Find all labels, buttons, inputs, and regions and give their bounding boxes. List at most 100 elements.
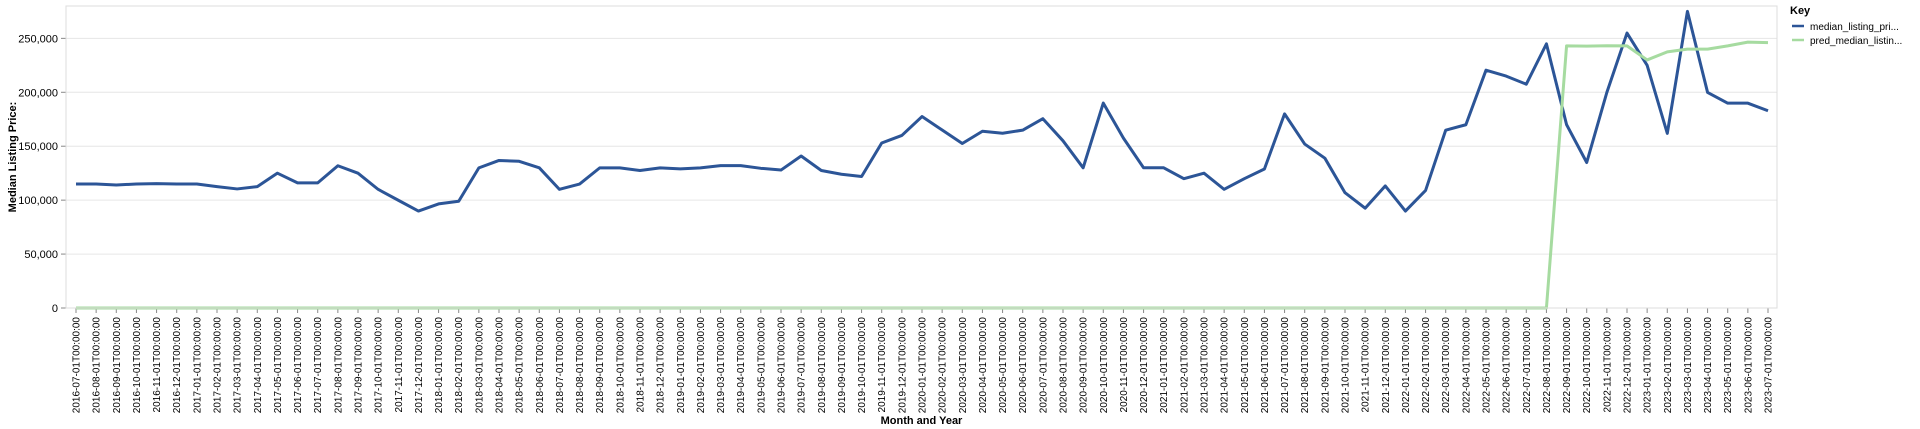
x-tick-label: 2019-12-01T00:00:00 [897, 317, 908, 414]
x-axis-label: Month and Year [881, 415, 963, 427]
x-tick-label: 2020-12-01T00:00:00 [1139, 317, 1150, 414]
y-axis-label: Median Listing Price: [7, 102, 19, 213]
x-tick-label: 2021-08-01T00:00:00 [1300, 317, 1311, 414]
x-tick-label: 2021-05-01T00:00:00 [1240, 317, 1251, 414]
x-tick-label: 2019-04-01T00:00:00 [736, 317, 747, 414]
x-tick-label: 2018-09-01T00:00:00 [595, 317, 606, 414]
x-tick-label: 2019-10-01T00:00:00 [857, 317, 868, 414]
y-tick-label: 50,000 [24, 249, 58, 261]
x-tick-label: 2022-08-01T00:00:00 [1542, 317, 1553, 414]
x-tick-label: 2018-01-01T00:00:00 [434, 317, 445, 414]
x-tick-label: 2021-11-01T00:00:00 [1361, 317, 1372, 413]
x-tick-label: 2017-01-01T00:00:00 [192, 317, 203, 414]
x-tick-label: 2016-08-01T00:00:00 [92, 317, 103, 414]
x-tick-label: 2021-12-01T00:00:00 [1381, 317, 1392, 414]
x-tick-label: 2023-03-01T00:00:00 [1683, 317, 1694, 414]
x-tick-label: 2018-08-01T00:00:00 [575, 317, 586, 414]
x-tick-label: 2023-06-01T00:00:00 [1743, 317, 1754, 414]
x-tick-label: 2018-10-01T00:00:00 [615, 317, 626, 414]
x-tick-label: 2019-11-01T00:00:00 [877, 317, 888, 413]
x-tick-label: 2016-10-01T00:00:00 [132, 317, 143, 414]
x-tick-label: 2019-03-01T00:00:00 [716, 317, 727, 414]
x-tick-label: 2023-02-01T00:00:00 [1663, 317, 1674, 414]
x-tick-label: 2022-04-01T00:00:00 [1461, 317, 1472, 414]
plot-frame [65, 5, 1778, 309]
x-tick-label: 2017-07-01T00:00:00 [313, 317, 324, 414]
x-axis: 2016-07-01T00:00:00 2016-08-01T00:00:00 20… [66, 307, 1777, 414]
x-tick-label: 2023-05-01T00:00:00 [1723, 317, 1734, 414]
x-tick-label: 2020-04-01T00:00:00 [978, 317, 989, 414]
x-tick-label: 2017-04-01T00:00:00 [253, 317, 264, 414]
x-tick-label: 2018-05-01T00:00:00 [515, 317, 526, 414]
grid-lines [66, 37, 1777, 309]
x-tick-label: 2019-01-01T00:00:00 [676, 317, 687, 414]
x-tick-label: 2020-09-01T00:00:00 [1079, 317, 1090, 414]
x-tick-label: 2017-06-01T00:00:00 [293, 317, 304, 414]
x-tick-label: 2020-10-01T00:00:00 [1099, 317, 1110, 414]
x-tick-label: 2017-05-01T00:00:00 [273, 317, 284, 414]
x-tick-label: 2017-03-01T00:00:00 [233, 317, 244, 414]
x-tick-label: 2017-10-01T00:00:00 [374, 317, 385, 414]
x-tick-label: 2022-09-01T00:00:00 [1562, 317, 1573, 414]
x-tick-label: 2021-04-01T00:00:00 [1220, 317, 1231, 414]
x-tick-label: 2019-09-01T00:00:00 [837, 317, 848, 414]
x-tick-label: 2022-05-01T00:00:00 [1482, 317, 1493, 414]
x-tick-label: 2020-06-01T00:00:00 [1018, 317, 1029, 414]
x-tick-label: 2021-07-01T00:00:00 [1280, 317, 1291, 414]
x-tick-label: 2019-08-01T00:00:00 [817, 317, 828, 414]
x-tick-label: 2022-03-01T00:00:00 [1441, 317, 1452, 414]
series-lines [76, 9, 1769, 310]
x-tick-label: 2020-11-01T00:00:00 [1119, 317, 1130, 413]
x-tick-label: 2016-07-01T00:00:00 [72, 317, 83, 414]
x-tick-label: 2019-02-01T00:00:00 [696, 317, 707, 414]
x-tick-label: 2018-02-01T00:00:00 [454, 317, 465, 414]
y-tick-label: 0 [52, 303, 58, 315]
x-tick-label: 2016-12-01T00:00:00 [172, 317, 183, 414]
y-tick-label: 150,000 [18, 141, 58, 153]
x-tick-label: 2022-01-01T00:00:00 [1401, 317, 1412, 414]
x-tick-label: 2021-02-01T00:00:00 [1179, 317, 1190, 414]
x-tick-label: 2020-07-01T00:00:00 [1038, 317, 1049, 414]
y-tick-label: 200,000 [18, 87, 58, 99]
legend-title: Key [1790, 5, 1811, 17]
x-tick-label: 2018-07-01T00:00:00 [555, 317, 566, 414]
x-tick-label: 2018-04-01T00:00:00 [495, 317, 506, 414]
x-tick-label: 2020-02-01T00:00:00 [938, 317, 949, 414]
x-tick-label: 2017-08-01T00:00:00 [333, 317, 344, 414]
y-tick-label: 100,000 [18, 195, 58, 207]
x-tick-label: 2018-06-01T00:00:00 [535, 317, 546, 414]
x-tick-label: 2020-01-01T00:00:00 [918, 317, 929, 414]
x-tick-label: 2016-09-01T00:00:00 [112, 317, 123, 414]
x-tick-label: 2017-11-01T00:00:00 [394, 317, 405, 413]
x-tick-label: 2022-10-01T00:00:00 [1582, 317, 1593, 414]
legend-label: median_listing_pri... [1810, 22, 1899, 33]
x-tick-label: 2019-06-01T00:00:00 [777, 317, 788, 414]
x-tick-label: 2019-05-01T00:00:00 [756, 317, 767, 414]
y-tick-label: 250,000 [18, 33, 58, 45]
legend-label: pred_median_listin... [1810, 36, 1902, 47]
x-tick-label: 2021-03-01T00:00:00 [1200, 317, 1211, 414]
x-tick-label: 2023-07-01T00:00:00 [1764, 317, 1775, 414]
x-tick-label: 2019-07-01T00:00:00 [797, 317, 808, 414]
x-tick-label: 2021-10-01T00:00:00 [1341, 317, 1352, 414]
x-tick-label: 2017-02-01T00:00:00 [213, 317, 224, 414]
series-line-2 [76, 40, 1769, 310]
x-tick-label: 2017-12-01T00:00:00 [414, 317, 425, 414]
x-tick-label: 2021-06-01T00:00:00 [1260, 317, 1271, 414]
x-tick-label: 2022-12-01T00:00:00 [1623, 317, 1634, 414]
x-tick-label: 2022-07-01T00:00:00 [1522, 317, 1533, 414]
x-tick-label: 2021-01-01T00:00:00 [1159, 317, 1170, 414]
x-tick-label: 2021-09-01T00:00:00 [1320, 317, 1331, 414]
series-line-1 [76, 9, 1769, 213]
x-tick-label: 2018-03-01T00:00:00 [474, 317, 485, 414]
x-tick-label: 2020-08-01T00:00:00 [1059, 317, 1070, 414]
x-tick-label: 2020-05-01T00:00:00 [998, 317, 1009, 414]
x-tick-label: 2020-03-01T00:00:00 [958, 317, 969, 414]
y-axis: 0 50,000 100,000 150,000 200,000 250,000 [18, 6, 67, 315]
x-tick-label: 2017-09-01T00:00:00 [354, 317, 365, 414]
x-tick-label: 2022-02-01T00:00:00 [1421, 317, 1432, 414]
legend: Key median_listing_pri... pred_median_lis… [1790, 5, 1902, 47]
x-tick-label: 2022-11-01T00:00:00 [1602, 317, 1613, 413]
x-tick-label: 2018-12-01T00:00:00 [656, 317, 667, 414]
